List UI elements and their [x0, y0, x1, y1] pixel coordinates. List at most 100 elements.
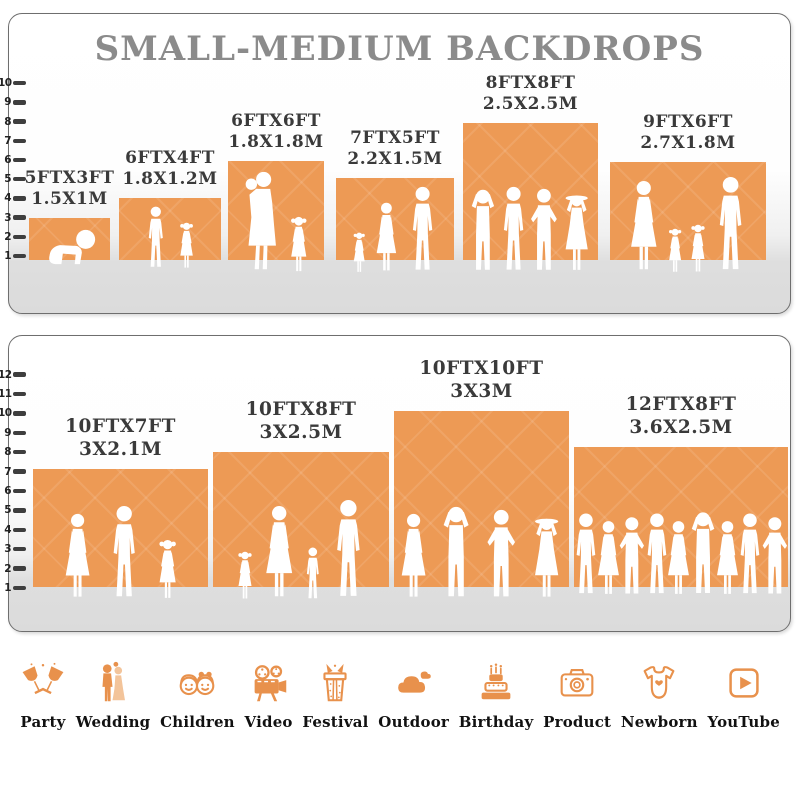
ruler-number: 7: [4, 465, 11, 478]
ruler-tick-mark: [13, 430, 26, 436]
silhouette-woman-hat: [526, 515, 567, 601]
ruler-mark-2: 2: [0, 231, 26, 243]
category-label: YouTube: [707, 713, 780, 731]
ruler-mark-11: 11: [0, 388, 26, 400]
ruler-tick-mark: [13, 411, 26, 416]
backdrop-size-label: 12FTX8FT 3.6X2.5M: [626, 393, 737, 440]
ruler-number: 4: [4, 523, 11, 536]
ruler-tick-mark: [13, 391, 26, 397]
silhouette-group: [610, 176, 766, 274]
backdrop-rect: [336, 178, 454, 260]
ruler-mark-4: 4: [0, 524, 26, 536]
champagne-glasses-icon: [20, 660, 66, 706]
ruler-mark-10: 10: [0, 407, 26, 419]
ruler-mark-1: 1: [0, 250, 26, 262]
ruler-tick-mark: [13, 215, 26, 220]
silhouette-girl: [176, 222, 197, 270]
ruler-mark-5: 5: [0, 173, 26, 185]
ruler-mark-5: 5: [0, 504, 26, 516]
ruler-mark-4: 4: [0, 192, 26, 204]
backdrop-rect: [394, 411, 569, 587]
size-meters: 1.8X1.2M: [122, 169, 218, 190]
birthday-cake-icon: [473, 660, 519, 706]
ruler-tick-mark: [13, 157, 26, 163]
silhouette-toddler: [665, 228, 685, 274]
silhouette-man: [105, 505, 143, 601]
ruler-tick-mark: [13, 119, 26, 124]
ruler-feet-bottom: 1 2 3 4 5 6 7 8 9 10 11 12: [0, 336, 39, 631]
ruler-tick-mark: [13, 508, 26, 513]
silhouette-toddler: [350, 232, 368, 274]
size-feet: 9FTX6FT: [643, 111, 733, 132]
silhouette-group: [574, 507, 788, 601]
category-birthday: Birthday: [459, 660, 534, 731]
silhouette-group: [463, 186, 598, 274]
backdrop-size-label: 5FTX3FT 1.5X1M: [25, 168, 115, 212]
size-feet: 8FTX8FT: [485, 72, 576, 93]
backdrop-6ftx4ft: 6FTX4FT 1.8X1.2M: [119, 148, 221, 260]
category-label: Newborn: [620, 713, 698, 731]
category-label: Festival: [302, 713, 369, 731]
ruler-mark-12: 12: [0, 369, 26, 381]
silhouette-group: [119, 206, 221, 270]
backdrop-5ftx3ft: 5FTX3FT 1.5X1M: [25, 168, 114, 260]
play-button-icon: [721, 660, 767, 706]
backdrop-size-label: 10FTX8FT 3X2.5M: [246, 398, 357, 445]
ruler-mark-1: 1: [0, 582, 26, 594]
ruler-number: 6: [4, 154, 11, 166]
size-feet: 10FTX7FT: [65, 415, 176, 437]
ruler-mark-10: 10: [0, 77, 26, 89]
ruler-mark-7: 7: [0, 135, 26, 147]
size-meters: 3.6X2.5M: [629, 417, 733, 439]
size-feet: 12FTX8FT: [625, 393, 737, 415]
category-label: Birthday: [458, 713, 534, 731]
silhouette-woman: [260, 505, 298, 601]
backdrop-rect: [213, 452, 389, 587]
cloud-icon: [391, 660, 437, 706]
silhouette-woman: [372, 202, 401, 274]
category-label: Party: [20, 713, 66, 731]
ruler-number: 3: [4, 211, 11, 224]
silhouette-man: [711, 176, 750, 274]
ruler-tick-mark: [13, 488, 26, 494]
size-feet: 7FTX5FT: [350, 127, 440, 148]
backdrop-rect: [610, 162, 766, 260]
backdrop-size-label: 10FTX7FT 3X2.1M: [65, 415, 176, 462]
children-faces-icon: [174, 660, 220, 706]
backdrop-9ftx6ft: 9FTX6FT 2.7X1.8M: [610, 112, 766, 260]
ruler-number: 9: [4, 426, 11, 439]
silhouette-group: [29, 228, 110, 266]
size-feet: 10FTX10FT: [419, 357, 544, 379]
category-outdoor: Outdoor: [378, 660, 449, 731]
ruler-tick-mark: [13, 176, 26, 182]
panel-small-medium: SMALL-MEDIUM BACKDROPS 1 2 3 4 5 6 7 8 9 10 5FTX3…: [0, 13, 791, 314]
silhouette-girl: [154, 539, 181, 601]
size-meters: 3X2.1M: [79, 439, 162, 461]
ruler-number: 5: [4, 504, 11, 517]
silhouette-group: [228, 170, 324, 274]
wedding-couple-icon: [90, 660, 136, 706]
ruler-tick-mark: [13, 527, 26, 533]
ruler-number: 5: [4, 173, 11, 186]
ruler-tick-mark: [13, 546, 26, 552]
size-meters: 2.2X1.5M: [347, 149, 443, 170]
backdrop-size-label: 7FTX5FT 2.2X1.5M: [347, 128, 442, 172]
ruler-mark-3: 3: [0, 543, 26, 555]
silhouette-woman-hat: [557, 192, 596, 274]
ruler-feet-top: 1 2 3 4 5 6 7 8 9 10: [0, 14, 39, 313]
silhouette-boy: [143, 206, 169, 270]
backdrop-6ftx6ft: 6FTX6FT 1.8X1.8M: [228, 111, 324, 260]
ruler-tick-mark: [13, 196, 26, 201]
size-meters: 1.8X1.8M: [228, 132, 324, 153]
backdrop-rect: [119, 198, 221, 260]
silhouette-boy: [302, 547, 324, 601]
ruler-number: 3: [4, 543, 11, 556]
category-children: Children: [160, 660, 235, 731]
ruler-tick-mark: [13, 253, 26, 259]
size-meters: 3X3M: [450, 381, 513, 403]
ruler-mark-8: 8: [0, 116, 26, 128]
ruler-tick-mark: [13, 585, 26, 591]
backdrop-rect: [33, 469, 208, 587]
backdrop-size-label: 6FTX4FT 1.8X1.2M: [122, 148, 217, 192]
silhouette-woman: [60, 513, 95, 601]
